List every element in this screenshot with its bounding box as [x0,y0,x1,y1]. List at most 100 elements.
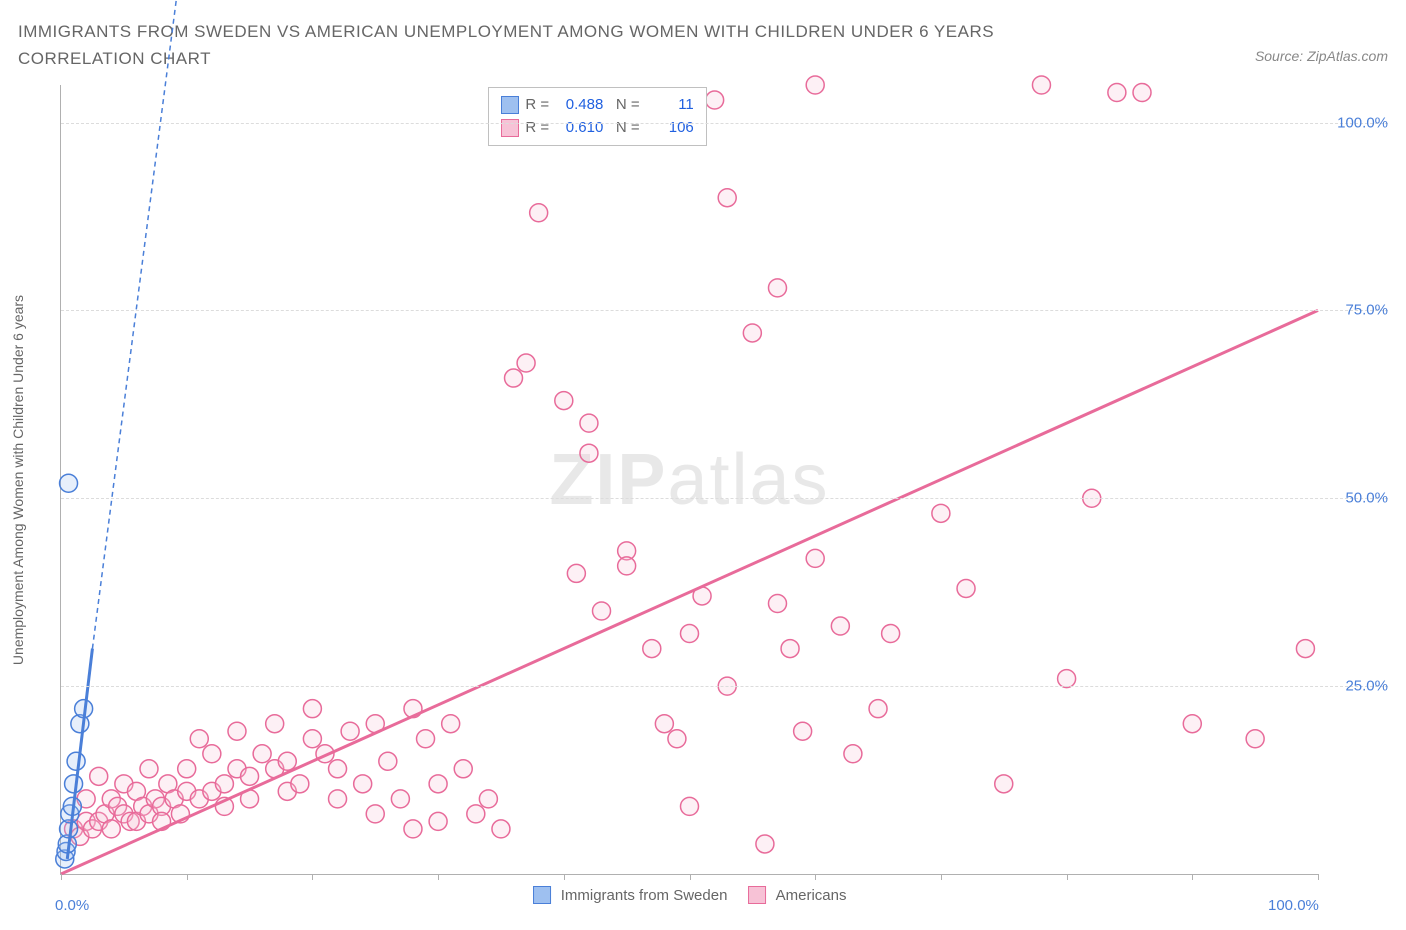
x-legend-item-sweden: Immigrants from Sweden [533,887,749,904]
data-point-americans [479,790,497,808]
legend-swatch-sweden [501,96,519,114]
x-tick [1318,874,1319,880]
x-axis-legend: Immigrants from Sweden Americans [533,886,847,904]
x-tick [1192,874,1193,880]
data-point-americans [593,602,611,620]
data-point-americans [869,700,887,718]
data-point-americans [1058,670,1076,688]
data-point-americans [681,625,699,643]
data-point-americans [404,820,422,838]
legend-swatch-americans [501,119,519,137]
chart-container: Unemployment Among Women with Children U… [46,85,1388,875]
data-point-americans [1183,715,1201,733]
data-point-americans [655,715,673,733]
data-point-americans [1133,84,1151,102]
legend-swatch-americans [748,886,766,904]
data-point-sweden [65,775,83,793]
data-point-americans [241,767,259,785]
data-point-americans [768,594,786,612]
data-point-americans [266,715,284,733]
legend-stats-box: R = 0.488 N = 11R = 0.610 N = 106 [488,87,706,146]
gridline [61,123,1388,124]
data-point-americans [303,730,321,748]
gridline [61,310,1388,311]
x-tick [61,874,62,880]
data-point-americans [567,564,585,582]
chart-title: IMMIGRANTS FROM SWEDEN VS AMERICAN UNEMP… [18,18,1118,72]
trend-line-americans [61,310,1318,874]
trend-extension-sweden [92,0,199,649]
data-point-americans [140,760,158,778]
data-point-americans [505,369,523,387]
data-point-americans [668,730,686,748]
data-point-americans [341,722,359,740]
data-point-americans [442,715,460,733]
data-point-americans [618,557,636,575]
data-point-americans [530,204,548,222]
x-tick [312,874,313,880]
data-point-americans [882,625,900,643]
data-point-americans [1246,730,1264,748]
data-point-americans [1032,76,1050,94]
data-point-americans [253,745,271,763]
x-tick [690,874,691,880]
data-point-americans [454,760,472,778]
data-point-americans [467,805,485,823]
x-legend-item-americans: Americans [748,887,846,904]
data-point-americans [844,745,862,763]
legend-row-sweden: R = 0.488 N = 11 [501,94,693,117]
y-tick-label: 75.0% [1328,302,1388,319]
data-point-americans [90,767,108,785]
gridline [61,498,1388,499]
data-point-americans [517,354,535,372]
data-point-americans [366,805,384,823]
data-point-americans [806,76,824,94]
data-point-americans [580,414,598,432]
x-tick [438,874,439,880]
data-point-americans [681,797,699,815]
y-tick-label: 100.0% [1328,114,1388,131]
data-point-americans [278,752,296,770]
data-point-americans [706,91,724,109]
data-point-americans [178,760,196,778]
data-point-americans [329,760,347,778]
data-point-americans [228,722,246,740]
data-point-sweden [60,474,78,492]
data-point-americans [303,700,321,718]
y-tick-label: 25.0% [1328,678,1388,695]
scatter-svg [61,85,1318,874]
data-point-americans [580,444,598,462]
data-point-americans [555,392,573,410]
legend-swatch-sweden [533,886,551,904]
data-point-americans [429,775,447,793]
x-tick [564,874,565,880]
data-point-americans [718,189,736,207]
gridline [61,686,1388,687]
data-point-americans [768,279,786,297]
data-point-americans [291,775,309,793]
data-point-americans [643,640,661,658]
data-point-americans [1108,84,1126,102]
data-point-americans [831,617,849,635]
data-point-americans [781,640,799,658]
data-point-americans [806,549,824,567]
x-tick [941,874,942,880]
data-point-americans [391,790,409,808]
data-point-americans [354,775,372,793]
data-point-americans [743,324,761,342]
data-point-americans [995,775,1013,793]
x-tick-label: 100.0% [1268,897,1319,914]
data-point-americans [794,722,812,740]
y-axis-label: Unemployment Among Women with Children U… [10,295,26,665]
data-point-americans [417,730,435,748]
data-point-americans [379,752,397,770]
data-point-americans [932,504,950,522]
data-point-americans [492,820,510,838]
data-point-americans [429,812,447,830]
x-tick-label: 0.0% [55,897,89,914]
data-point-americans [756,835,774,853]
x-tick [815,874,816,880]
data-point-americans [1296,640,1314,658]
data-point-americans [102,820,120,838]
source-attribution: Source: ZipAtlas.com [1255,48,1388,64]
